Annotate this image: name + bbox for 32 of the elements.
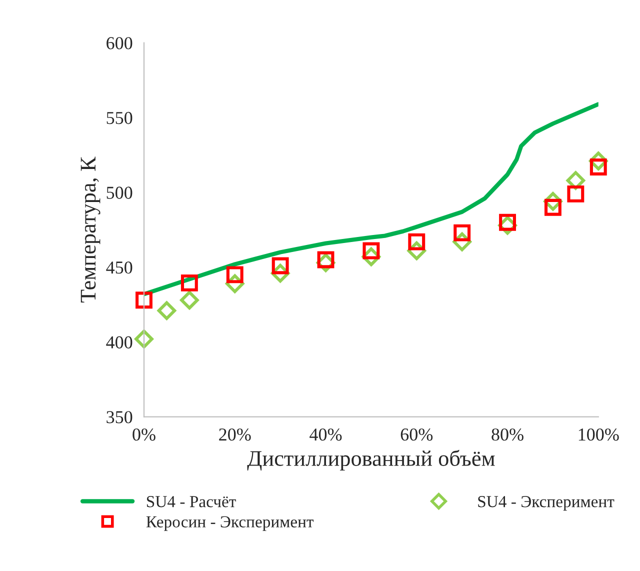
y-tick-label: 400 xyxy=(106,336,132,348)
x-tick-label: 100% xyxy=(578,428,619,441)
point xyxy=(226,266,244,284)
y-tick-label: 450 xyxy=(106,261,132,274)
point xyxy=(499,214,516,231)
point xyxy=(180,274,198,292)
point xyxy=(157,301,176,320)
point xyxy=(272,257,289,274)
point xyxy=(136,292,152,309)
y-tick-label: 350 xyxy=(106,411,132,424)
legend-label: SU4 - Расчёт xyxy=(146,496,236,508)
point xyxy=(408,233,426,250)
point xyxy=(590,158,607,176)
x-tick-label: 80% xyxy=(492,428,524,441)
point xyxy=(317,251,334,268)
y-tick-label: 550 xyxy=(106,112,132,124)
y-tick-label: 600 xyxy=(106,37,132,50)
x-tick-label: 20% xyxy=(219,428,251,441)
point xyxy=(134,330,154,348)
legend-label: SU4 - Эксперимент xyxy=(478,496,614,511)
x-tick-label: 60% xyxy=(400,428,433,441)
point xyxy=(362,242,380,260)
point xyxy=(544,198,562,216)
y-axis-title: Температура, К xyxy=(80,156,100,303)
x-axis-title: Дистиллированный объём xyxy=(247,450,495,471)
x-tick-label: 40% xyxy=(310,428,342,441)
point xyxy=(454,224,471,242)
y-tick-label: 500 xyxy=(106,186,132,199)
x-tick-label: 0% xyxy=(132,428,156,441)
point xyxy=(567,185,584,202)
legend-label: Керосин - Эксперимент xyxy=(146,516,314,531)
point xyxy=(180,290,199,310)
